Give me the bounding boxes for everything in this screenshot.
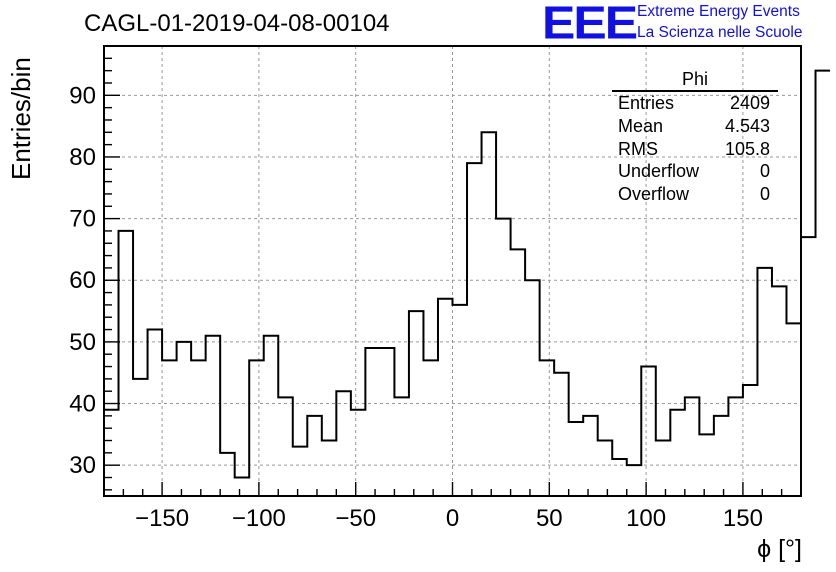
y-tick-label: 80: [69, 144, 96, 171]
x-tick-label: 50: [536, 505, 563, 532]
stats-value: 0: [759, 184, 770, 205]
y-tick-label: 60: [69, 267, 96, 294]
stats-box: Phi Entries 2409 Mean 4.543 RMS 105.8 Un…: [612, 70, 778, 206]
stats-value: 105.8: [724, 138, 770, 159]
stats-row: Mean 4.543: [612, 115, 778, 138]
x-axis-label: ϕ [°]: [757, 535, 802, 563]
stats-row: Underflow 0: [612, 160, 778, 183]
stats-label: Entries: [618, 93, 675, 113]
y-tick-label: 70: [69, 206, 96, 233]
stats-value: 0: [759, 161, 770, 182]
x-tick-label: −50: [335, 505, 376, 532]
stats-row: Entries 2409: [612, 92, 778, 115]
x-tick-label: −100: [232, 505, 286, 532]
stats-label: Underflow: [618, 161, 700, 182]
x-tick-label: 0: [446, 505, 459, 532]
plot-frame: [103, 45, 802, 497]
stats-value: 4.543: [724, 115, 770, 136]
y-tick-label: 90: [69, 82, 96, 109]
stats-value: 2409: [729, 93, 770, 113]
stats-label: Mean: [618, 115, 664, 136]
y-tick-label: 30: [69, 452, 96, 479]
x-tick-label: 150: [723, 505, 763, 532]
histogram-step-line: [104, 69, 831, 479]
y-tick-label: 50: [69, 329, 96, 356]
stats-title: Phi: [612, 70, 778, 92]
stats-label: RMS: [618, 138, 658, 159]
stats-label: Overflow: [618, 184, 690, 205]
y-axis-label: Entries/bin: [6, 57, 36, 180]
eee-logo: EEE: [542, 0, 638, 49]
stats-row: RMS 105.8: [612, 138, 778, 161]
logo-line-1: Extreme Energy Events: [637, 3, 800, 20]
stats-row: Overflow 0: [612, 183, 778, 206]
y-tick-label: 40: [69, 391, 96, 418]
tick-labels: −150 −100 −50 0 50 100 150 30 40 50 60 70 80 90: [69, 82, 763, 532]
x-tick-label: −150: [135, 505, 189, 532]
chart-title: CAGL-01-2019-04-08-00104: [84, 10, 390, 37]
x-tick-label: 100: [626, 505, 666, 532]
logo-line-2: La Scienza nelle Scuole: [637, 24, 803, 41]
